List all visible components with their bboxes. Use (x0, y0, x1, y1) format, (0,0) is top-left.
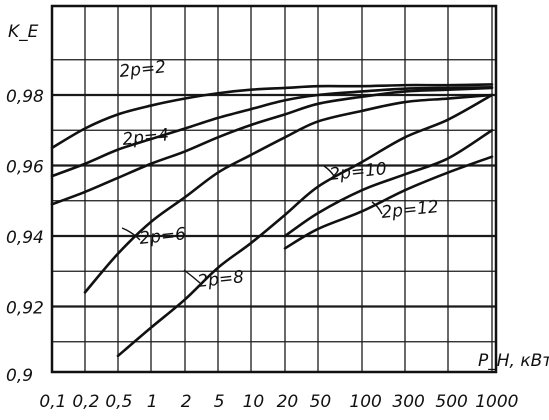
y-axis-label: K_E (8, 22, 39, 42)
y-tick-label: 0,98 (6, 87, 44, 107)
curve-2p-12 (283, 155, 494, 250)
curve-label-leader (183, 269, 201, 284)
x-tick-label: 1000 (475, 392, 518, 412)
plot-frame (50, 4, 498, 374)
x-tick-label: 5 (214, 392, 225, 412)
x-tick-label: 2 (181, 392, 192, 412)
x-tick-label: 0,2 (72, 392, 99, 412)
x-tick-label: 10 (243, 392, 265, 412)
x-tick-label: 20 (277, 392, 299, 412)
curve-2p-6 (50, 86, 494, 206)
x-axis-label: P_H, кВт (478, 351, 549, 371)
curve-2p-8 (83, 93, 494, 294)
x-tick-label: 1 (147, 392, 158, 412)
x-tick-label: 0,1 (39, 392, 66, 412)
x-tick-label: 500 (435, 392, 467, 412)
curve-label: 2p=6 (138, 224, 187, 249)
x-tick-label: 50 (310, 392, 332, 412)
curve-label: 2p=4 (121, 125, 170, 150)
x-tick-label: 100 (349, 392, 381, 412)
y-tick-label: 0,9 (6, 366, 33, 386)
y-axis-label-main: K_E (8, 22, 39, 42)
curve-label: 2p=8 (196, 267, 245, 292)
grid (52, 6, 496, 372)
y-tick-label: 0,94 (6, 228, 44, 248)
curve-label-leader (371, 201, 383, 215)
curve-2p-2 (50, 83, 494, 150)
curve-label: 2p=2 (118, 57, 167, 82)
y-tick-label: 0,92 (6, 299, 44, 319)
x-tick-label: 0,5 (105, 392, 132, 412)
x-tick-labels: 0,1 0,2 0,5 1 2 5 10 20 50 100 300 500 1000 (39, 392, 518, 412)
curve-2p-12 (283, 128, 494, 238)
curve-label-leader (323, 165, 335, 177)
curve-2p-4 (50, 85, 494, 178)
curves (50, 83, 494, 358)
curve-2p-10 (116, 93, 494, 358)
curve-label-leader (121, 227, 141, 241)
curve-label: 2p=10 (328, 159, 387, 185)
x-tick-label: 300 (392, 392, 424, 412)
y-tick-labels: 0,9 0,92 0,94 0,96 0,98 (6, 87, 44, 386)
y-tick-label: 0,96 (6, 158, 44, 178)
